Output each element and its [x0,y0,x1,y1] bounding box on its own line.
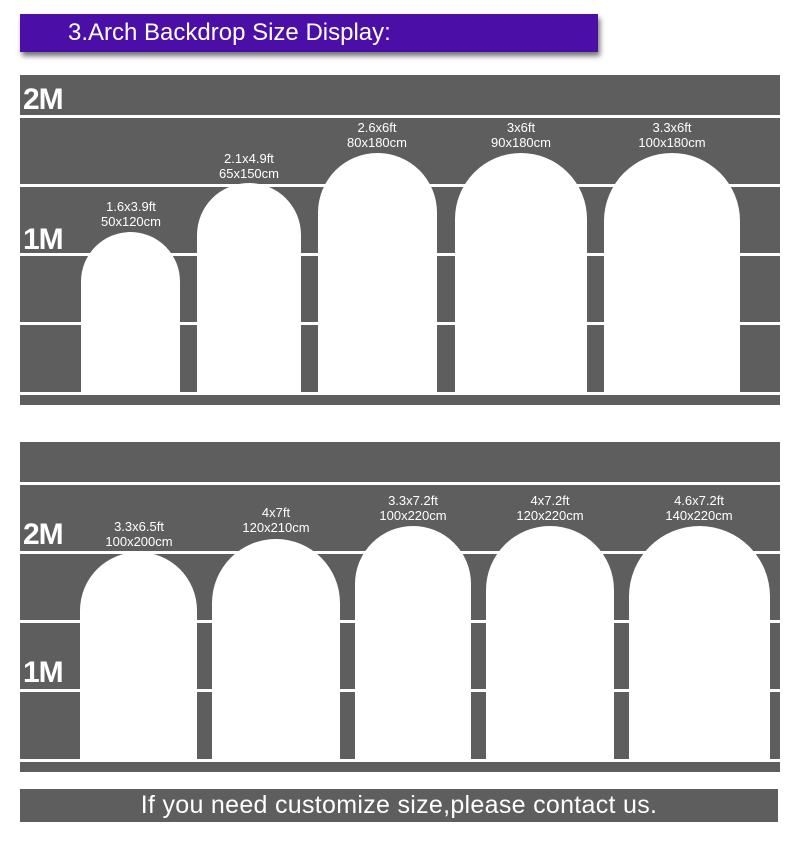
arch-cm: 140x220cm [665,508,733,523]
arch-label-4: 3x6ft 90x180cm [491,120,551,150]
arch-label-2: 2.1x4.9ft 65x150cm [219,151,279,181]
arch-cm: 120x220cm [516,508,584,523]
scale-label-1m: 1M [23,223,64,256]
arch-shape-5 [604,153,740,392]
arch-ft: 2.6x6ft [357,120,397,135]
arch-shape-5 [629,526,770,759]
arch-label-3: 3.3x7.2ft 100x220cm [379,493,446,523]
arch-shape-1 [81,232,180,392]
floor-line [20,759,780,762]
arch-ft: 3.3x7.2ft [388,493,438,508]
arch-cm: 120x210cm [242,520,310,535]
scale-label-2m: 2M [23,518,64,551]
arch-ft: 3.3x6ft [652,120,692,135]
arch-cm: 80x180cm [347,135,407,150]
arch-label-5: 3.3x6ft 100x180cm [638,120,705,150]
arch-cm: 50x120cm [101,214,161,229]
scale-label-2m: 2M [23,83,64,116]
arch-ft: 1.6x3.9ft [106,199,156,214]
size-panel-1: 2M 1M 1.6x3.9ft 50x120cm 2.1x4.9ft 65x15… [20,75,780,405]
arch-label-1: 3.3x6.5ft 100x200cm [105,519,172,549]
title-banner: 3.Arch Backdrop Size Display: [20,14,598,52]
arch-shape-2 [212,539,340,759]
footer-text: If you need customize size,please contac… [140,791,658,819]
arch-ft: 3x6ft [506,120,536,135]
arch-label-2: 4x7ft 120x210cm [242,505,309,535]
footer-banner: If you need customize size,please contac… [20,789,778,822]
arch-label-5: 4.6x7.2ft 140x220cm [665,493,732,523]
arch-ft: 4.6x7.2ft [674,493,724,508]
arch-shape-1 [80,552,197,759]
arch-label-4: 4x7.2ft 120x220cm [516,493,583,523]
arch-ft: 3.3x6.5ft [114,519,164,534]
arch-ft: 4x7.2ft [530,493,570,508]
arch-cm: 90x180cm [491,135,551,150]
title-text: 3.Arch Backdrop Size Display: [68,19,391,46]
arch-cm: 100x220cm [379,508,447,523]
arch-cm: 65x150cm [219,166,279,181]
grid-line [20,482,780,485]
arch-cm: 100x180cm [638,135,706,150]
scale-label-1m: 1M [23,656,64,689]
floor-line [20,392,780,395]
arch-shape-3 [355,526,471,759]
size-panel-2: 2M 1M 3.3x6.5ft 100x200cm 4x7ft 120x210c… [20,442,780,772]
grid-line [20,115,780,118]
arch-cm: 100x200cm [105,534,173,549]
arch-shape-2 [197,183,301,392]
arch-label-1: 1.6x3.9ft 50x120cm [101,199,161,229]
arch-label-3: 2.6x6ft 80x180cm [347,120,407,150]
arch-ft: 2.1x4.9ft [224,151,274,166]
arch-shape-4 [455,153,587,392]
arch-shape-4 [486,526,614,759]
arch-ft: 4x7ft [261,505,291,520]
arch-shape-3 [318,153,437,392]
